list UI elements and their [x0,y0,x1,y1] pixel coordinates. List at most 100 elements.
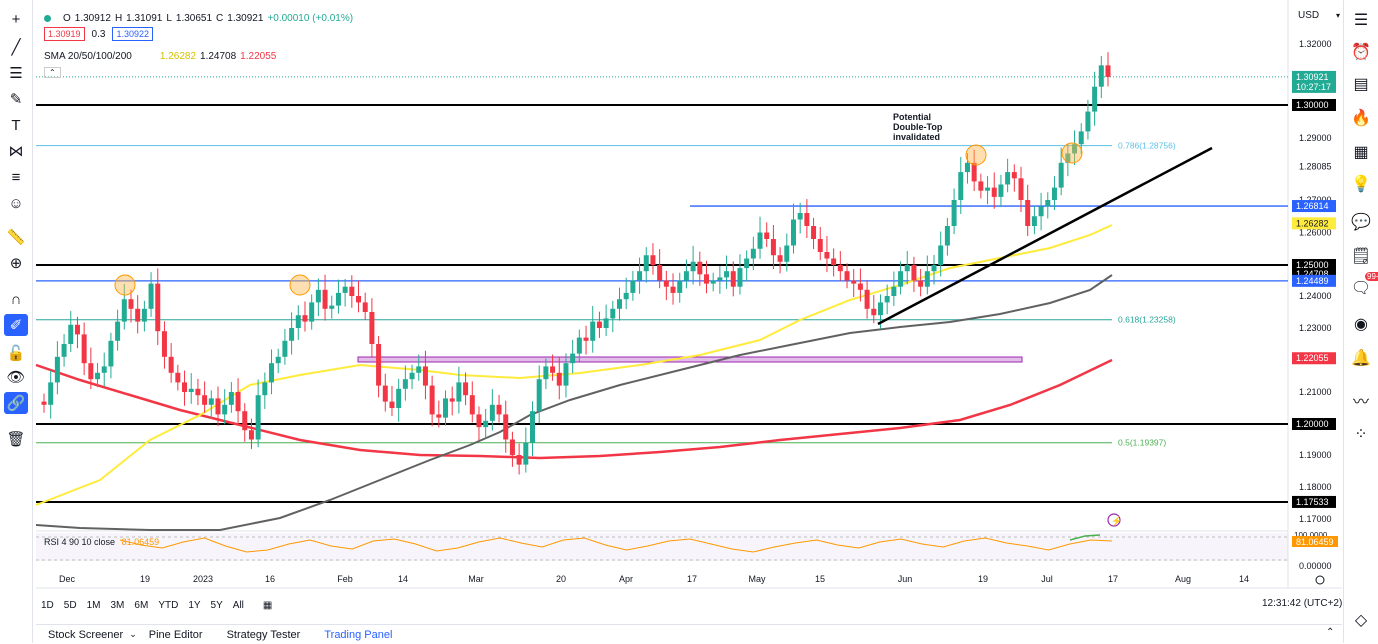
candle-body [516,455,522,465]
settings-gear-icon [1315,575,1325,585]
text-icon[interactable]: T [11,116,21,134]
rsi-value-tag [1292,536,1338,547]
close-label: C [216,12,224,24]
chevron-up-icon[interactable]: ⌃ [44,66,61,78]
price-tag-9 [1292,495,1336,508]
range-button-5d[interactable]: 5D [63,599,77,611]
candle-body [135,308,141,322]
flash-icon [1107,513,1121,527]
magnet-icon[interactable]: ∩ [10,290,22,308]
trash-icon[interactable]: 🗑 [6,431,26,448]
fib-level-label-1: 0.618(1.23258) [1118,315,1176,325]
candle-body [677,280,683,293]
goto-date-icon[interactable]: ▦ [262,599,273,611]
candle-body [1045,200,1051,207]
candle-body [509,439,515,455]
candle-body [289,328,295,341]
dots-icon[interactable]: ⁘ [1354,426,1368,443]
emoji-icon[interactable]: ☺ [8,194,24,212]
calendar-icon[interactable]: ▦ [1353,144,1369,161]
plot-area [36,0,1288,588]
data-window-icon[interactable]: ▤ [1353,76,1369,93]
brush-icon[interactable]: ✎ [9,91,23,108]
tab-pine-editor[interactable]: Pine Editor [148,628,203,641]
range-button-1y[interactable]: 1Y [188,599,201,611]
price-tag-text-2: 1.26814 [1296,201,1329,211]
range-button-3m[interactable]: 3M [110,599,125,611]
clock[interactable]: 12:31:42 (UTC+2) [1262,598,1343,609]
tab-trading-panel[interactable]: Trading Panel [324,628,393,641]
range-button-1d[interactable]: 1D [41,599,54,611]
currency-label: USD [1298,9,1320,21]
candle-body [309,302,315,322]
candle-body [255,395,261,440]
rsi-label[interactable]: RSI 4 90 10 close [44,537,116,547]
candle-body [362,302,368,312]
link-icon[interactable]: 🔗 [4,392,28,414]
collapse-panel-icon[interactable]: ⌃ [1326,627,1335,638]
fib-icon[interactable]: ☰ [9,65,23,82]
notes-icon[interactable]: 🗒 [1350,248,1372,265]
sma-label[interactable]: SMA 20/50/100/200 [44,50,132,62]
range-button-all[interactable]: All [232,599,244,611]
chat-icon[interactable]: 💬 [1351,214,1371,231]
zoom-icon[interactable]: ⊕ [9,255,23,272]
candle-body [857,283,863,290]
measure-icon[interactable]: ≡ [11,168,21,186]
pattern-icon[interactable]: ⋈ [8,143,24,160]
hotlist-icon[interactable]: 🔥 [1351,110,1371,127]
wave-icon[interactable]: 〰 [1352,394,1369,411]
candle-body [697,261,703,275]
candle-body [215,398,221,415]
candle-body [483,420,489,428]
sell-price-button[interactable]: 1.30919 [44,27,85,41]
x-tick-label-5: 14 [398,574,408,584]
bell-icon[interactable]: 🔔 [1351,350,1371,367]
candle-body [315,289,321,303]
candle-body [1025,200,1031,226]
candle-body [831,258,837,265]
open-value: 1.30912 [74,12,111,24]
range-button-5y[interactable]: 5Y [210,599,223,611]
ideas-icon[interactable]: 💡 [1351,176,1371,193]
candle-body [228,392,234,405]
candle-body [349,286,355,296]
trend-line-icon[interactable]: ╱ [11,39,21,56]
candle-body [623,292,629,300]
tab-strategy-tester[interactable]: Strategy Tester [226,628,301,641]
open-label: O [63,12,71,24]
candle-body [449,398,455,402]
range-button-6m[interactable]: 6M [134,599,149,611]
ruler-icon[interactable]: 📏 [6,229,26,246]
layers-icon[interactable]: ◇ [1354,612,1368,629]
sma50-value: 1.26282 [159,50,197,62]
candle-body [570,353,576,364]
candle-body [590,321,596,341]
chevron-down-icon[interactable]: ⌄ [129,629,137,639]
alarm-icon[interactable]: ⏰ [1351,44,1371,61]
candle-body [369,312,375,344]
eye-icon[interactable]: 👁 [6,369,26,386]
price-tag-2 [1292,200,1336,213]
candle-body [991,187,997,197]
bid-ask-row: 1.30919 0.3 1.30922 [44,26,353,42]
low-value: 1.30651 [175,12,213,24]
lock-drawing-icon[interactable]: ✐ [4,314,28,336]
candle-body [402,379,408,389]
range-button-ytd[interactable]: YTD [158,599,179,611]
tab-stock-screener[interactable]: Stock Screener [48,628,124,641]
price-tag-text-9: 1.17533 [1296,497,1329,507]
candle-body [161,331,167,357]
crosshair-icon[interactable]: + [11,10,21,28]
buy-price-button[interactable]: 1.30922 [112,27,153,41]
broadcast-icon[interactable]: ◉ [1354,316,1368,333]
candle-body [1065,153,1071,163]
unlock-icon[interactable]: 🔓 [6,345,26,362]
currency-select[interactable]: USD ▾ [1294,7,1344,23]
rsi-tick-1: 0.00000 [1299,561,1332,571]
notifications-icon[interactable]: 🗨99+ [1349,272,1378,300]
watchlist-icon[interactable]: ☰ [1353,12,1369,29]
price-tag-text-1: 1.30000 [1296,100,1329,110]
range-button-1m[interactable]: 1M [86,599,101,611]
